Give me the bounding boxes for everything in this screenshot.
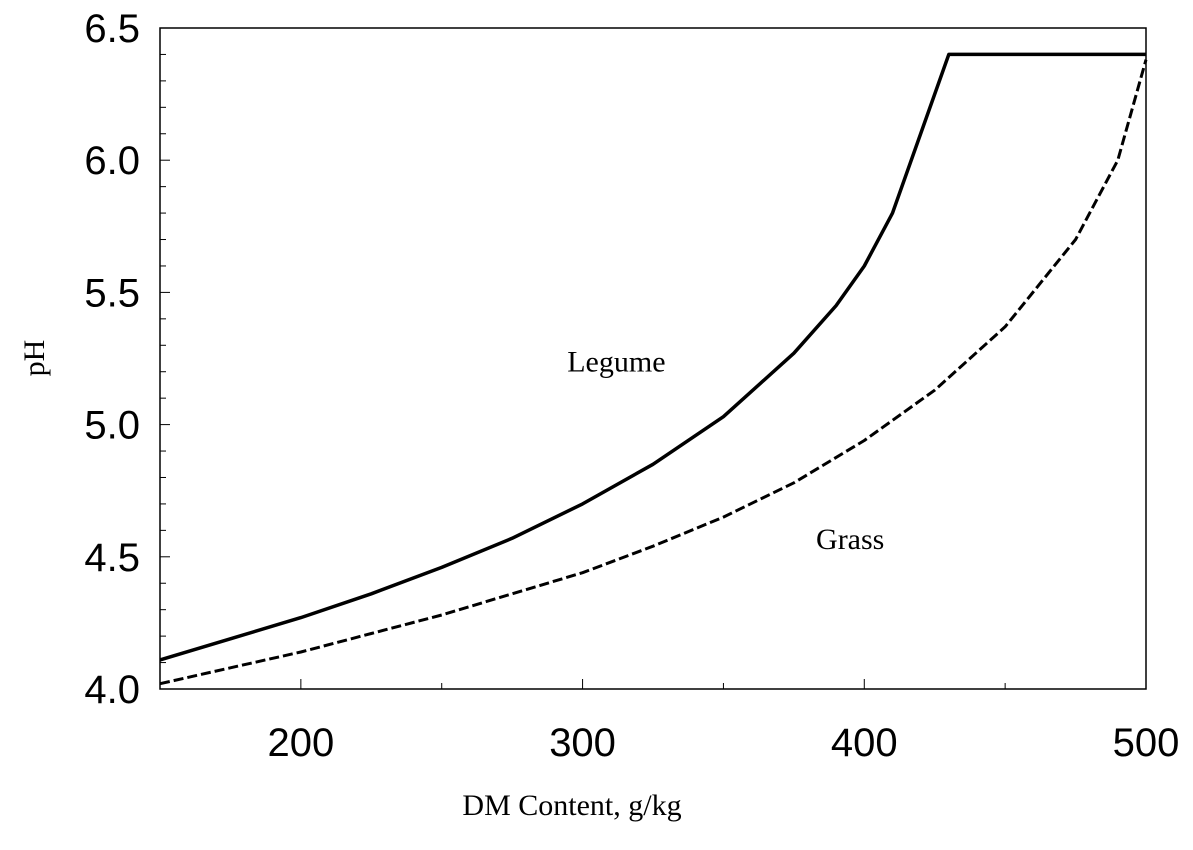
x-axis-title: DM Content, g/kg: [462, 789, 681, 822]
tick-labels: 200 300 400 500 4.0 4.5 5.0 5.5 6.0 6.5: [84, 7, 1179, 765]
y-tick-label: 5.5: [84, 271, 140, 315]
tick-marks: [159, 27, 1147, 690]
y-tick-label: 5.0: [84, 404, 140, 448]
x-tick-label: 300: [549, 721, 616, 765]
annotation-legume: Legume: [567, 346, 665, 379]
series-lines: [159, 52, 1148, 686]
y-tick-label: 4.0: [84, 668, 140, 712]
grass-line: [159, 59, 1148, 686]
y-tick-label: 4.5: [84, 536, 140, 580]
annotations: Legume Grass: [567, 346, 884, 556]
y-axis-title: pH: [18, 340, 51, 377]
x-tick-label: 200: [267, 721, 334, 765]
y-tick-label: 6.0: [84, 139, 140, 183]
legume-line: [159, 52, 1146, 662]
y-tick-label: 6.5: [84, 7, 140, 51]
plot-frame: [159, 27, 1147, 690]
annotation-grass: Grass: [816, 523, 884, 556]
x-tick-label: 400: [831, 721, 898, 765]
x-tick-label: 500: [1113, 721, 1180, 765]
